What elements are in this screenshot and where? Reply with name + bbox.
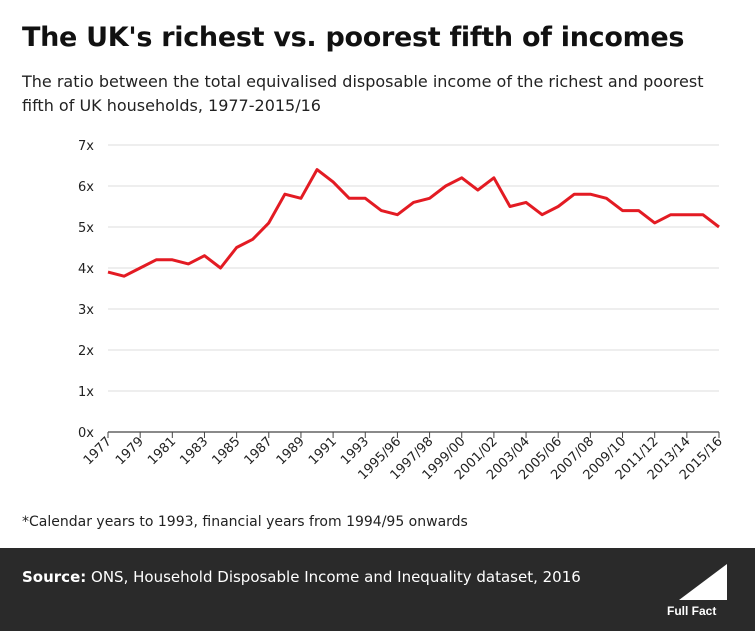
y-tick-label: 0x	[78, 426, 94, 441]
x-axis-labels: 1977197919811983198519871989199119931995…	[81, 434, 726, 483]
y-axis-labels: 0x 1x 2x 3x 4x 5x 6x 7x	[78, 139, 94, 441]
footnote: *Calendar years to 1993, financial years…	[22, 514, 468, 530]
logo-text: Full Fact	[667, 604, 716, 618]
x-axis-ticks	[107, 432, 720, 438]
source-text: ONS, Household Disposable Income and Ine…	[91, 568, 581, 586]
chart-subtitle: The ratio between the total equivalised …	[22, 72, 704, 115]
y-tick-label: 4x	[78, 262, 94, 277]
source-label: Source:	[22, 568, 87, 586]
x-tick-label: 1987	[242, 434, 276, 468]
x-tick-label: 1981	[145, 434, 179, 468]
full-fact-logo: Full Fact	[667, 564, 727, 618]
source-line: Source: ONS, Household Disposable Income…	[22, 568, 581, 586]
y-tick-label: 3x	[78, 303, 94, 318]
footer-bar: Source: ONS, Household Disposable Income…	[0, 548, 755, 631]
y-tick-label: 2x	[78, 344, 94, 359]
x-tick-label: 1985	[209, 434, 243, 468]
y-tick-label: 1x	[78, 385, 94, 400]
chart-title: The UK's richest vs. poorest fifth of in…	[22, 22, 685, 53]
x-tick-label: 1983	[177, 434, 211, 468]
y-tick-label: 5x	[78, 221, 94, 236]
x-tick-label: 1991	[306, 434, 340, 468]
x-tick-label: 1979	[113, 434, 147, 468]
line-chart: 0x 1x 2x 3x 4x 5x 6x 7x 19771979198119831985198…	[78, 139, 726, 483]
x-tick-label: 1989	[274, 434, 308, 468]
y-tick-label: 7x	[78, 139, 94, 154]
series-line	[107, 168, 720, 278]
y-tick-label: 6x	[78, 180, 94, 195]
gridlines	[108, 144, 719, 433]
series-layer	[107, 168, 720, 278]
